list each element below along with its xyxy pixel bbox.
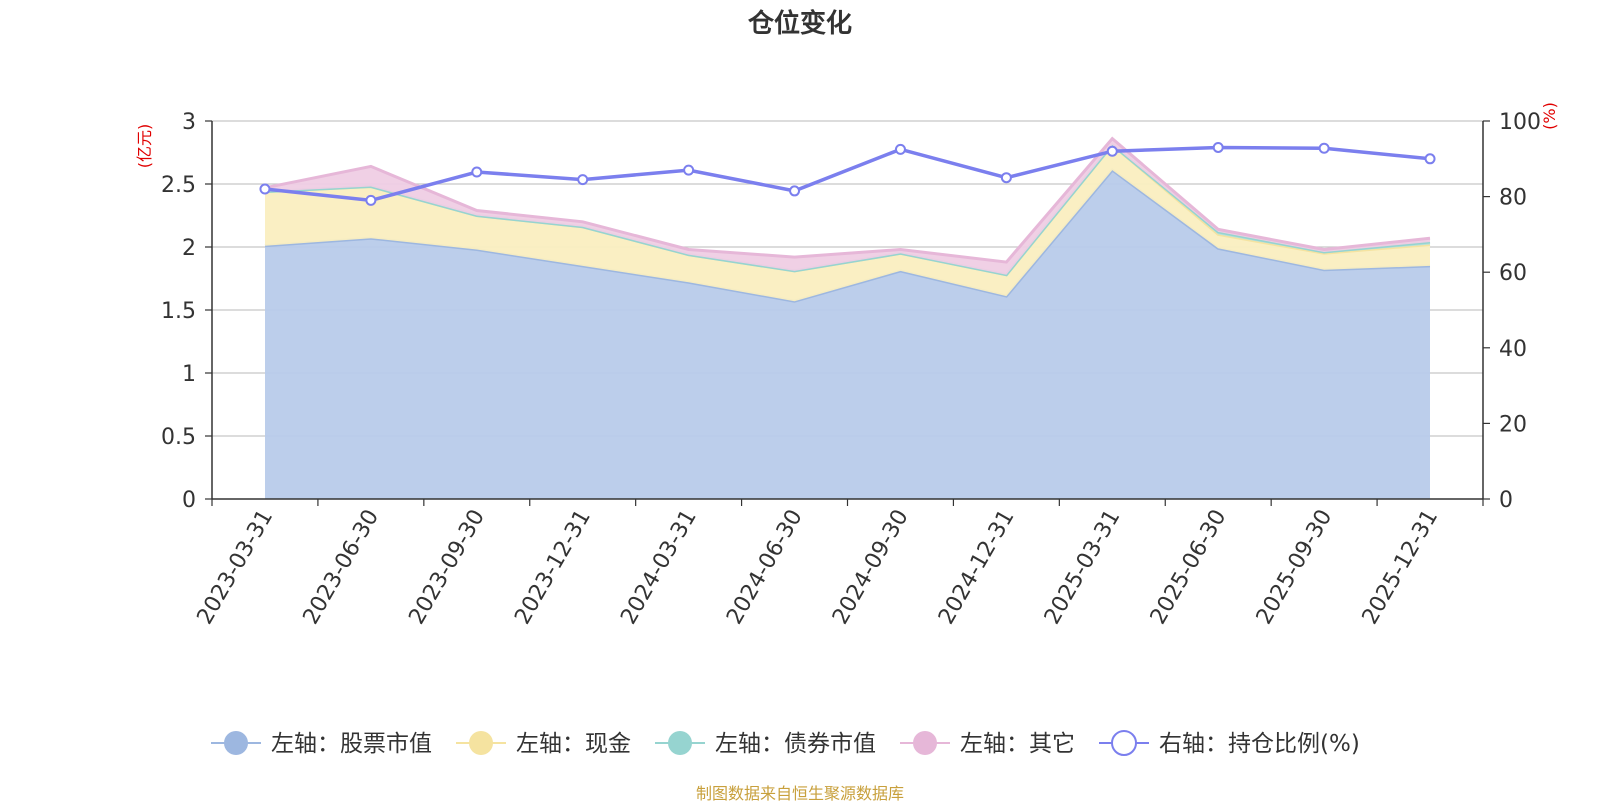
position-ratio-point [789, 185, 801, 197]
legend-label: 左轴：其它 [960, 731, 1075, 757]
x-axis-tick-label: 2025-12-31 [1358, 506, 1444, 629]
position-ratio-point [1318, 142, 1330, 154]
x-axis-tick-label: 2023-06-30 [298, 506, 384, 629]
x-axis-tick-label: 2024-06-30 [722, 506, 808, 629]
legend-circle-icon [668, 731, 692, 755]
position-ratio-point [894, 143, 906, 155]
right-axis-tick-label: 80 [1499, 186, 1527, 211]
position-ratio-point [1106, 145, 1118, 157]
right-axis-tick-label: 0 [1499, 488, 1513, 513]
x-axis-tick-label: 2025-09-30 [1252, 506, 1338, 629]
left-axis-tick-label: 1 [182, 362, 196, 387]
legend-label: 左轴：现金 [516, 731, 631, 757]
x-axis-tick-label: 2025-06-30 [1146, 506, 1232, 629]
left-axis-tick-label: 0 [182, 488, 196, 513]
position-ratio-point [1212, 141, 1224, 153]
legend-label: 左轴：债券市值 [715, 731, 876, 757]
left-axis-tick-label: 0.5 [161, 425, 196, 450]
x-axis-tick-label: 2024-12-31 [934, 506, 1020, 629]
x-axis-tick-label: 2023-03-31 [193, 506, 279, 629]
position-ratio-point [365, 194, 377, 206]
right-axis-unit-label: (%) [1540, 102, 1559, 130]
position-ratio-point [683, 164, 695, 176]
legend-circle-icon [469, 731, 493, 755]
data-source-note: 制图数据来自恒生聚源数据库 [695, 784, 904, 803]
position-ratio-point [259, 183, 271, 195]
position-ratio-point [577, 174, 589, 186]
area-edge-3 [264, 136, 1431, 264]
chart-title: 仓位变化 [747, 8, 852, 39]
x-axis-tick-label: 2024-09-30 [828, 506, 914, 629]
right-axis-tick-label: 20 [1499, 412, 1527, 437]
legend-label: 右轴：持仓比例(%) [1159, 731, 1360, 757]
position-ratio-line [264, 145, 1431, 203]
right-axis-tick-label: 100 [1499, 110, 1541, 135]
x-axis-tick-label: 2023-12-31 [510, 506, 596, 629]
left-axis-tick-label: 3 [182, 110, 196, 135]
position-ratio-point [471, 166, 483, 178]
area-edge-2 [264, 142, 1431, 277]
area-1 [265, 144, 1430, 302]
legend-circle-icon [224, 731, 248, 755]
x-axis-tick-label: 2025-03-31 [1040, 506, 1126, 629]
x-axis-tick-label: 2024-03-31 [616, 506, 702, 629]
legend-hollow-circle-icon [1111, 730, 1137, 756]
area-0 [265, 170, 1430, 499]
right-axis-tick-label: 60 [1499, 261, 1527, 286]
position-ratio-point [1000, 172, 1012, 184]
x-axis-tick-label: 2023-09-30 [404, 506, 490, 629]
left-axis-tick-label: 2.5 [161, 173, 196, 198]
legend-label: 左轴：股票市值 [271, 731, 432, 757]
position-ratio-point [1424, 153, 1436, 165]
left-axis-unit-label: (亿元) [135, 124, 154, 169]
left-axis-tick-label: 1.5 [161, 299, 196, 324]
right-axis-tick-label: 40 [1499, 337, 1527, 362]
left-axis-tick-label: 2 [182, 236, 196, 261]
legend-circle-icon [913, 731, 937, 755]
